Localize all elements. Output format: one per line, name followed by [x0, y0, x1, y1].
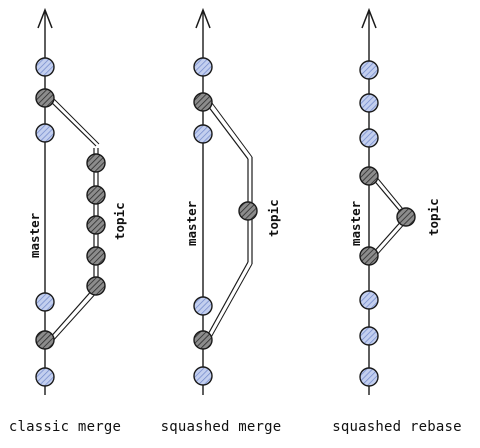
fork-connector [47, 287, 95, 341]
master-commit [35, 367, 55, 387]
master-commit [359, 128, 379, 148]
fork-commit [35, 330, 55, 350]
master-commit [35, 292, 55, 312]
squashed-rebase-diagram: master topic squashed rebase [332, 7, 462, 435]
topic-commit [86, 185, 106, 205]
master-commit [193, 124, 213, 144]
topic-commit [86, 215, 106, 235]
master-commit [359, 93, 379, 113]
master-commit [359, 290, 379, 310]
fork-connector [205, 261, 249, 339]
topic-label: topic [426, 198, 441, 236]
topic-connector-outline [374, 220, 408, 258]
fork-connector-outline [50, 290, 99, 344]
merge-commit [35, 88, 55, 108]
master-commit [193, 366, 213, 386]
topic-label: topic [266, 199, 281, 237]
merge-connector-outline [50, 95, 100, 145]
diagram-caption: classic merge [9, 419, 121, 435]
topic-connector [371, 177, 405, 217]
diagram-caption: squashed merge [161, 419, 282, 435]
fork-connector-outline [208, 263, 253, 342]
master-commit [35, 123, 55, 143]
master-commit [193, 296, 213, 316]
master-arrowhead [37, 7, 53, 29]
classic-merge-diagram: master topic classic merge [9, 7, 127, 435]
master-arrowhead [195, 7, 211, 29]
merge-commit [193, 92, 213, 112]
squashed-merge-diagram: master topic squashed merge [161, 7, 282, 435]
master-label: master [27, 212, 42, 258]
rebase-commit [359, 166, 379, 186]
master-label: master [184, 200, 199, 246]
topic-label: topic [112, 202, 127, 240]
master-commit [359, 60, 379, 80]
master-commit [35, 57, 55, 77]
master-commit [359, 367, 379, 387]
diagram-caption: squashed rebase [332, 419, 461, 435]
topic-commit [86, 153, 106, 173]
master-label: master [348, 200, 363, 246]
master-commit [193, 57, 213, 77]
topic-commit [86, 276, 106, 296]
topic-commit [86, 246, 106, 266]
merge-connector [204, 101, 249, 160]
master-arrowhead [361, 7, 377, 29]
merge-connector [46, 97, 97, 147]
fork-commit [193, 330, 213, 350]
master-commit [359, 326, 379, 346]
merge-connector-outline [208, 98, 253, 158]
topic-connector [371, 217, 405, 255]
fork-commit [359, 246, 379, 266]
squashed-topic-commit [238, 201, 258, 221]
topic-connector-outline [374, 174, 408, 215]
squashed-topic-commit [396, 207, 416, 227]
